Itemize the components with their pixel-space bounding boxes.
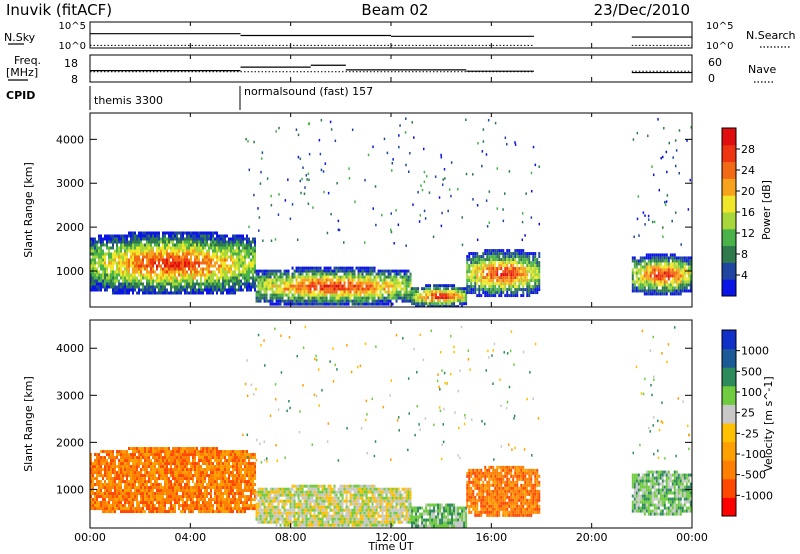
power-colorbar-tick: 16 bbox=[741, 206, 755, 219]
power-colorbar-tick: 24 bbox=[741, 164, 755, 177]
nsky-left-label: N.Sky bbox=[4, 31, 36, 44]
cpid-panel: CPID themis 3300 normalsound (fast) 157 bbox=[6, 85, 373, 110]
power-colorbar-tick: 12 bbox=[741, 227, 755, 240]
cpid-program-1: themis 3300 bbox=[94, 94, 163, 107]
power-y-tick: 3000 bbox=[56, 177, 84, 190]
power-y-axis-label: Slant Range [km] bbox=[22, 162, 35, 258]
x-tick-label: 08:00 bbox=[275, 531, 307, 544]
velocity-colorbar-tick: 100 bbox=[741, 386, 762, 399]
beam-title: Beam 02 bbox=[361, 1, 428, 19]
power-panel: 1000 2000 3000 4000 Slant Range [km] 28 24 20… bbox=[22, 112, 773, 308]
freq-traces bbox=[90, 64, 692, 74]
velocity-y-tick: 3000 bbox=[56, 389, 84, 402]
date-title: 23/Dec/2010 bbox=[594, 1, 690, 19]
power-colorbar-label: Power [dB] bbox=[760, 180, 773, 240]
freq-tick-bottom: 8 bbox=[71, 73, 78, 86]
cpid-label: CPID bbox=[6, 89, 35, 102]
velocity-colorbar: 1000 500 100 25 -25 -100 -500 -1000 bbox=[721, 329, 773, 517]
velocity-colorbar-tick: 25 bbox=[741, 407, 755, 420]
velocity-y-tick: 2000 bbox=[56, 436, 84, 449]
station-title: Inuvik (fitACF) bbox=[6, 1, 112, 19]
x-tick-label: 16:00 bbox=[475, 531, 507, 544]
power-colorbar-tick: 8 bbox=[741, 248, 748, 261]
velocity-colorbar-tick: 1000 bbox=[741, 345, 769, 358]
nsearch-label: N.Search bbox=[746, 29, 796, 42]
x-axis-title: Time UT bbox=[367, 540, 413, 553]
velocity-panel: 1000 2000 3000 4000 Slant Range [km] 1000 50… bbox=[22, 319, 775, 529]
x-tick-label: 00:00 bbox=[676, 531, 708, 544]
nsky-left-tick-top: 10^5 bbox=[59, 21, 86, 32]
x-tick-label: 00:00 bbox=[74, 531, 106, 544]
velocity-y-tick: 4000 bbox=[56, 342, 84, 355]
freq-panel: Freq. [MHz] 18 8 60 0 Nave bbox=[6, 54, 776, 86]
power-colorbar-tick: 20 bbox=[741, 185, 755, 198]
velocity-y-tick: 1000 bbox=[56, 483, 84, 496]
power-colorbar: 28 24 20 16 12 8 4 bbox=[721, 127, 755, 297]
nsky-left-tick-bottom: 10^0 bbox=[59, 41, 86, 52]
nsky-panel: N.Sky 10^5 10^0 10^5 10^0 N.Search bbox=[4, 21, 796, 52]
x-axis: 00:00 04:00 08:00 12:00 16:00 20:00 00:00 bbox=[74, 22, 708, 544]
power-y-tick: 2000 bbox=[56, 221, 84, 234]
power-colorbar-tick: 28 bbox=[741, 143, 755, 156]
nave-tick-top: 60 bbox=[708, 56, 722, 69]
x-tick-label: 04:00 bbox=[174, 531, 206, 544]
velocity-y-axis-label: Slant Range [km] bbox=[22, 376, 35, 472]
power-y-tick: 4000 bbox=[56, 133, 84, 146]
x-tick-label: 12:00 bbox=[375, 531, 407, 544]
velocity-colorbar-tick: -500 bbox=[741, 469, 766, 482]
freq-label-2: [MHz] bbox=[6, 66, 38, 79]
power-colorbar-tick: 4 bbox=[741, 269, 748, 282]
velocity-colorbar-tick: 500 bbox=[741, 365, 762, 378]
power-scatter bbox=[90, 117, 692, 307]
freq-label-1: Freq. bbox=[14, 54, 41, 67]
velocity-colorbar-tick: -100 bbox=[741, 448, 766, 461]
power-y-tick: 1000 bbox=[56, 265, 84, 278]
velocity-colorbar-tick: -1000 bbox=[741, 489, 773, 502]
nave-label: Nave bbox=[748, 63, 776, 76]
nsky-traces bbox=[90, 33, 692, 46]
nave-tick-bottom: 0 bbox=[708, 72, 715, 85]
velocity-colorbar-label: Velocity [m s^-1] bbox=[762, 376, 775, 471]
nsky-right-tick-top: 10^5 bbox=[706, 21, 733, 32]
velocity-colorbar-tick: -25 bbox=[741, 427, 759, 440]
velocity-scatter bbox=[90, 325, 692, 528]
x-tick-label: 20:00 bbox=[576, 531, 608, 544]
nsky-right-tick-bottom: 10^0 bbox=[706, 41, 733, 52]
cpid-program-2: normalsound (fast) 157 bbox=[244, 85, 373, 98]
freq-tick-top: 18 bbox=[64, 57, 78, 70]
